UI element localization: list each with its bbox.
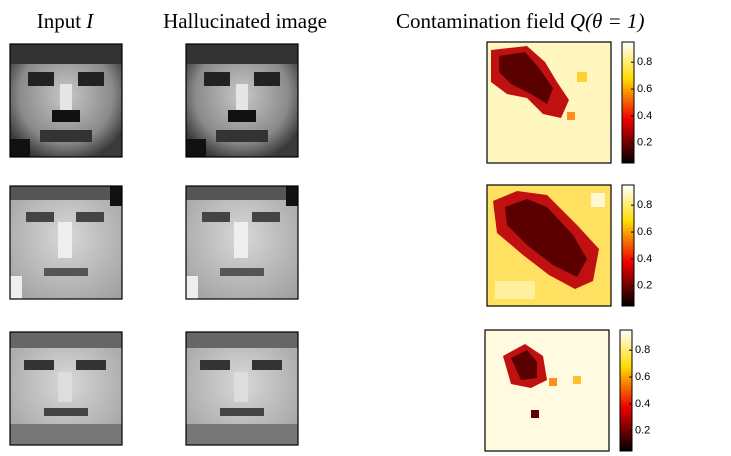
contamination-field [484, 329, 610, 452]
column-header: Hallucinated image [163, 9, 327, 33]
colorbar [621, 41, 635, 164]
hallucinated-image [185, 331, 299, 446]
column-header: Contamination field Q(θ = 1) [396, 9, 644, 33]
colorbar-tick-label: 0.2 [637, 137, 652, 149]
contamination-field [486, 41, 612, 164]
header-text: Hallucinated image [163, 9, 327, 33]
colorbar-tick-label: 0.4 [637, 253, 652, 265]
header-text: Contamination field [396, 9, 570, 33]
colorbar-tick-label: 0.8 [637, 56, 652, 68]
colorbar-tick-label: 0.8 [635, 344, 650, 356]
hallucinated-image [185, 185, 299, 300]
input-image [9, 185, 123, 300]
colorbar-tick-label: 0.6 [635, 371, 650, 383]
header-text: Input [37, 9, 87, 33]
colorbar-tick-label: 0.2 [637, 280, 652, 292]
hallucinated-image [185, 43, 299, 158]
colorbar-tick-label: 0.8 [637, 199, 652, 211]
input-image [9, 331, 123, 446]
contamination-field [486, 184, 612, 307]
colorbar [619, 329, 633, 452]
input-image [9, 43, 123, 158]
colorbar-tick-label: 0.4 [635, 398, 650, 410]
colorbar [621, 184, 635, 307]
colorbar-tick-label: 0.6 [637, 226, 652, 238]
header-math: I [85, 9, 94, 33]
column-header: Input I [37, 9, 95, 33]
colorbar-tick-label: 0.4 [637, 110, 652, 122]
header-math: Q(θ = 1) [570, 9, 645, 33]
colorbar-tick-label: 0.2 [635, 425, 650, 437]
colorbar-tick-label: 0.6 [637, 83, 652, 95]
